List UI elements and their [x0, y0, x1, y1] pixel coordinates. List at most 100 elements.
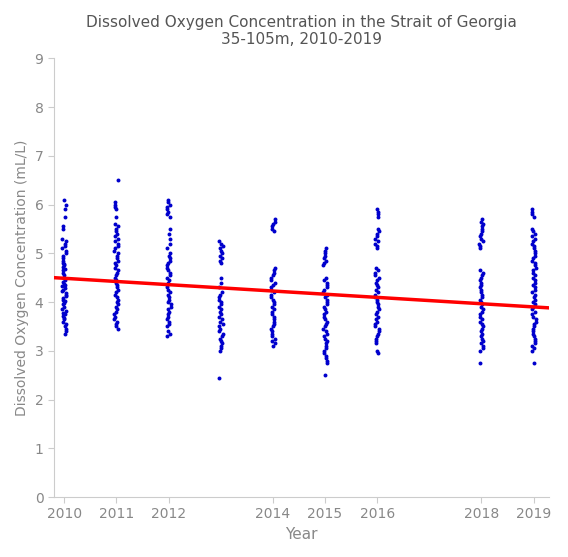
Point	[162, 205, 172, 214]
Point	[112, 268, 122, 277]
Point	[374, 273, 383, 282]
Point	[531, 276, 540, 285]
Point	[477, 339, 486, 348]
Point	[214, 302, 223, 311]
Point	[531, 317, 540, 326]
Point	[270, 317, 279, 326]
Point	[319, 332, 328, 341]
Point	[269, 219, 278, 228]
Point	[112, 229, 121, 238]
Point	[165, 229, 174, 238]
Point	[528, 329, 537, 338]
Point	[478, 305, 487, 314]
Point	[60, 265, 69, 273]
Point	[371, 239, 380, 248]
Point	[371, 322, 380, 331]
Point	[268, 224, 277, 233]
Point	[60, 279, 69, 288]
Point	[321, 315, 330, 324]
Point	[530, 249, 539, 258]
Point	[320, 334, 329, 343]
Point	[531, 307, 540, 316]
Point	[478, 237, 487, 246]
Point	[110, 290, 119, 299]
Point	[216, 256, 225, 265]
Point	[218, 329, 227, 338]
Point	[320, 346, 329, 355]
Point	[61, 322, 70, 331]
Point	[527, 310, 536, 319]
Point	[477, 320, 486, 329]
Point	[61, 200, 70, 209]
Point	[113, 295, 122, 304]
Point	[528, 256, 537, 265]
Point	[165, 253, 174, 262]
Point	[475, 317, 484, 326]
Point	[323, 297, 332, 306]
Point	[269, 341, 278, 350]
Point	[111, 276, 120, 285]
Point	[374, 302, 383, 311]
Point	[266, 283, 275, 292]
Point	[530, 258, 539, 267]
Point	[479, 344, 488, 353]
Point	[371, 234, 380, 243]
Point	[529, 266, 538, 275]
Point	[478, 329, 487, 338]
Point	[114, 175, 123, 184]
Point	[113, 234, 122, 243]
Point	[60, 284, 69, 293]
Point	[528, 205, 537, 214]
Point	[531, 263, 540, 272]
Point	[528, 227, 537, 236]
Point	[110, 273, 119, 282]
Point	[371, 334, 381, 343]
Point	[373, 329, 382, 338]
Point	[320, 292, 329, 301]
Point	[218, 242, 227, 251]
Point	[59, 309, 68, 317]
Point	[113, 256, 122, 265]
Point	[372, 332, 381, 341]
Point	[268, 332, 277, 341]
Point	[374, 227, 383, 236]
Point	[372, 310, 381, 319]
Point	[529, 281, 538, 290]
Point	[114, 266, 123, 275]
Point	[269, 281, 278, 290]
Point	[478, 214, 487, 223]
Point	[60, 315, 69, 324]
Point	[60, 261, 69, 270]
Point	[114, 239, 123, 248]
Point	[527, 232, 536, 241]
Point	[217, 246, 226, 255]
Point	[371, 336, 381, 345]
Point	[162, 244, 172, 253]
Point	[529, 320, 538, 329]
Point	[59, 268, 68, 277]
Point	[58, 244, 67, 253]
Point	[320, 251, 329, 260]
Point	[321, 344, 331, 353]
Point	[373, 295, 382, 304]
Point	[61, 205, 70, 214]
Point	[269, 295, 278, 304]
Point	[164, 266, 173, 275]
Point	[320, 258, 329, 267]
Point	[322, 359, 331, 368]
Point	[268, 329, 277, 338]
Point	[165, 317, 174, 326]
Point	[371, 290, 380, 299]
Point	[374, 283, 383, 292]
Point	[319, 288, 328, 297]
Point	[477, 281, 486, 290]
Point	[59, 251, 68, 260]
Point	[527, 207, 536, 216]
Point	[166, 302, 175, 311]
Point	[529, 344, 538, 353]
Point	[371, 292, 380, 301]
Point	[113, 253, 122, 262]
Point	[268, 327, 277, 336]
Point	[59, 195, 68, 204]
Point	[165, 271, 174, 280]
